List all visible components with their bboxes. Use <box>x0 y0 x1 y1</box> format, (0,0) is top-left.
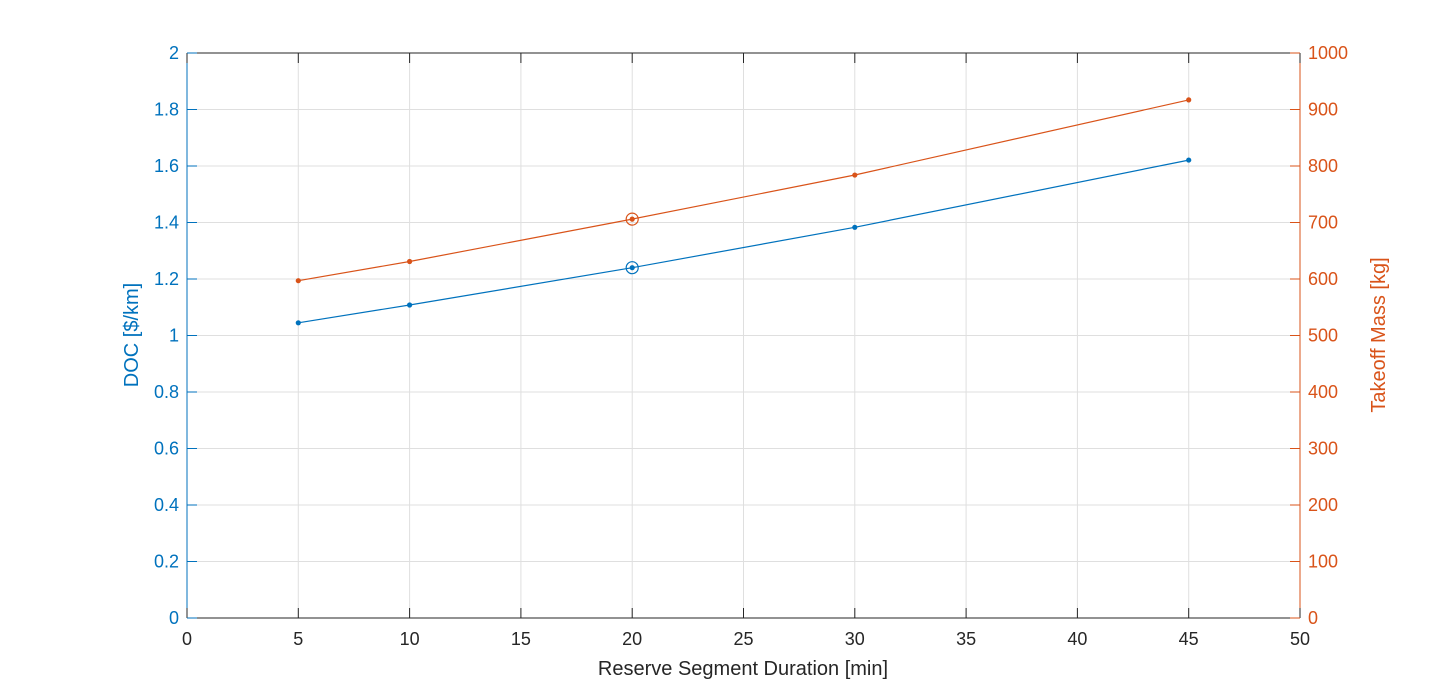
x-tick-label: 35 <box>956 629 976 649</box>
x-tick-label: 30 <box>845 629 865 649</box>
y-right-tick-label: 100 <box>1308 552 1338 572</box>
y-right-tick-label: 900 <box>1308 100 1338 120</box>
y-left-tick-label: 0.6 <box>154 439 179 459</box>
y-left-tick-label: 0.2 <box>154 552 179 572</box>
y-axis-left-label: DOC [$/km] <box>121 283 143 387</box>
y-left-tick-label: 1 <box>169 326 179 346</box>
data-point-left <box>1186 157 1192 163</box>
y-left-tick-label: 1.2 <box>154 269 179 289</box>
y-axis-right-label: Takeoff Mass [kg] <box>1368 257 1390 412</box>
y-right-tick-label: 200 <box>1308 495 1338 515</box>
y-right-tick-label: 600 <box>1308 269 1338 289</box>
x-tick-label: 15 <box>511 629 531 649</box>
y-left-tick-label: 0 <box>169 608 179 628</box>
grid <box>186 52 1301 619</box>
x-tick-label: 25 <box>733 629 753 649</box>
y-left-tick-label: 1.6 <box>154 156 179 176</box>
highlight-marker-right <box>625 212 639 226</box>
y-right-tick-label: 400 <box>1308 382 1338 402</box>
data-point-left <box>852 224 858 230</box>
y-left-tick-label: 0.4 <box>154 495 179 515</box>
y-left-tick-label: 1.8 <box>154 100 179 120</box>
x-tick-label: 45 <box>1179 629 1199 649</box>
y-right-tick-label: 300 <box>1308 439 1338 459</box>
data-point-left <box>295 320 301 326</box>
x-tick-label: 10 <box>400 629 420 649</box>
data-point-left <box>407 302 413 308</box>
y-right-tick-label: 500 <box>1308 326 1338 346</box>
y-right-tick-label: 1000 <box>1308 43 1348 63</box>
y-left-tick-label: 2 <box>169 43 179 63</box>
highlight-marker-left <box>625 261 639 275</box>
data-point-left <box>629 265 635 271</box>
data-point-right <box>1186 97 1192 103</box>
axes: 0 5 10 15 20 25 30 35 40 45 5000.20.40.60.811.21.4… <box>154 43 1348 649</box>
x-axis-label: Reserve Segment Duration [min] <box>598 658 888 680</box>
series-layer <box>295 97 1192 326</box>
y-left-tick-label: 1.4 <box>154 213 179 233</box>
x-tick-label: 0 <box>182 629 192 649</box>
data-point-right <box>295 278 301 284</box>
x-tick-label: 5 <box>293 629 303 649</box>
x-tick-label: 40 <box>1067 629 1087 649</box>
data-point-right <box>407 258 413 265</box>
x-tick-label: 50 <box>1290 629 1310 649</box>
y-right-tick-label: 0 <box>1308 608 1318 628</box>
y-left-tick-label: 0.8 <box>154 382 179 402</box>
x-tick-label: 20 <box>622 629 642 649</box>
data-point-right <box>629 216 635 222</box>
data-point-right <box>852 172 858 178</box>
y-right-tick-label: 700 <box>1308 213 1338 233</box>
y-right-tick-label: 800 <box>1308 156 1338 176</box>
